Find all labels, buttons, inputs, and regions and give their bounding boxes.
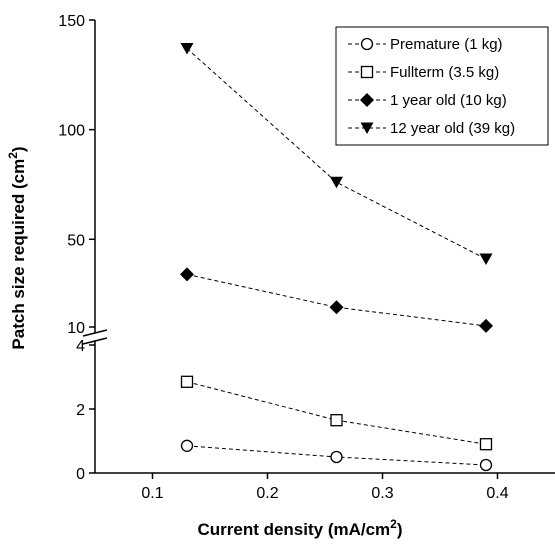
y-tick-label: 2: [76, 402, 85, 419]
ticks: 0.1 0.2 0.3 0.4 0 2 410 50 100 150: [58, 13, 508, 502]
y-axis-title: Patch size required (cm2): [6, 146, 28, 349]
data-point: [180, 375, 194, 388]
axis-break-mark: [82, 329, 108, 337]
legend-marker: [360, 65, 374, 79]
data-point: [330, 414, 343, 427]
data-point: [329, 300, 344, 315]
y-tick-label: 100: [58, 123, 85, 140]
legend-marker: [360, 93, 374, 107]
data-point: [479, 458, 493, 472]
x-tick-label: 0.2: [256, 485, 278, 502]
series-line-3: [186, 48, 487, 260]
axis-break-mark: [82, 337, 108, 345]
legend-label: Premature (1 kg): [390, 36, 503, 53]
legend-marker: [360, 122, 374, 134]
data-point: [479, 318, 493, 333]
y-tick-label: 150: [58, 13, 85, 30]
data-point: [330, 176, 343, 189]
legend: Premature (1 kg) Fullterm (3.5 kg) 1 year …: [335, 26, 549, 146]
series-line-1: [186, 381, 487, 445]
data-point: [479, 253, 493, 266]
x-tick-label: 0.3: [371, 485, 393, 502]
axes: [82, 20, 555, 474]
y-tick-label: 50: [67, 232, 85, 249]
series-line-2: [186, 273, 487, 327]
legend-label: Fullterm (3.5 kg): [390, 64, 499, 81]
data-point: [180, 267, 194, 282]
y-tick-label: 0: [76, 466, 85, 483]
y-tick-label: 10: [67, 320, 85, 337]
legend-marker: [360, 37, 374, 51]
data-point: [180, 43, 194, 55]
legend-label: 1 year old (10 kg): [390, 92, 507, 109]
data-point: [180, 439, 194, 452]
series-markers: [180, 43, 493, 472]
legend-label: 12 year old (39 kg): [390, 120, 515, 137]
data-point: [330, 450, 343, 464]
y-tick-label: 4: [76, 338, 85, 355]
data-point: [479, 438, 493, 451]
x-tick-label: 0.4: [486, 485, 508, 502]
x-tick-label: 0.1: [141, 485, 163, 502]
x-axis-title: Current density (mA/cm2): [197, 517, 402, 539]
